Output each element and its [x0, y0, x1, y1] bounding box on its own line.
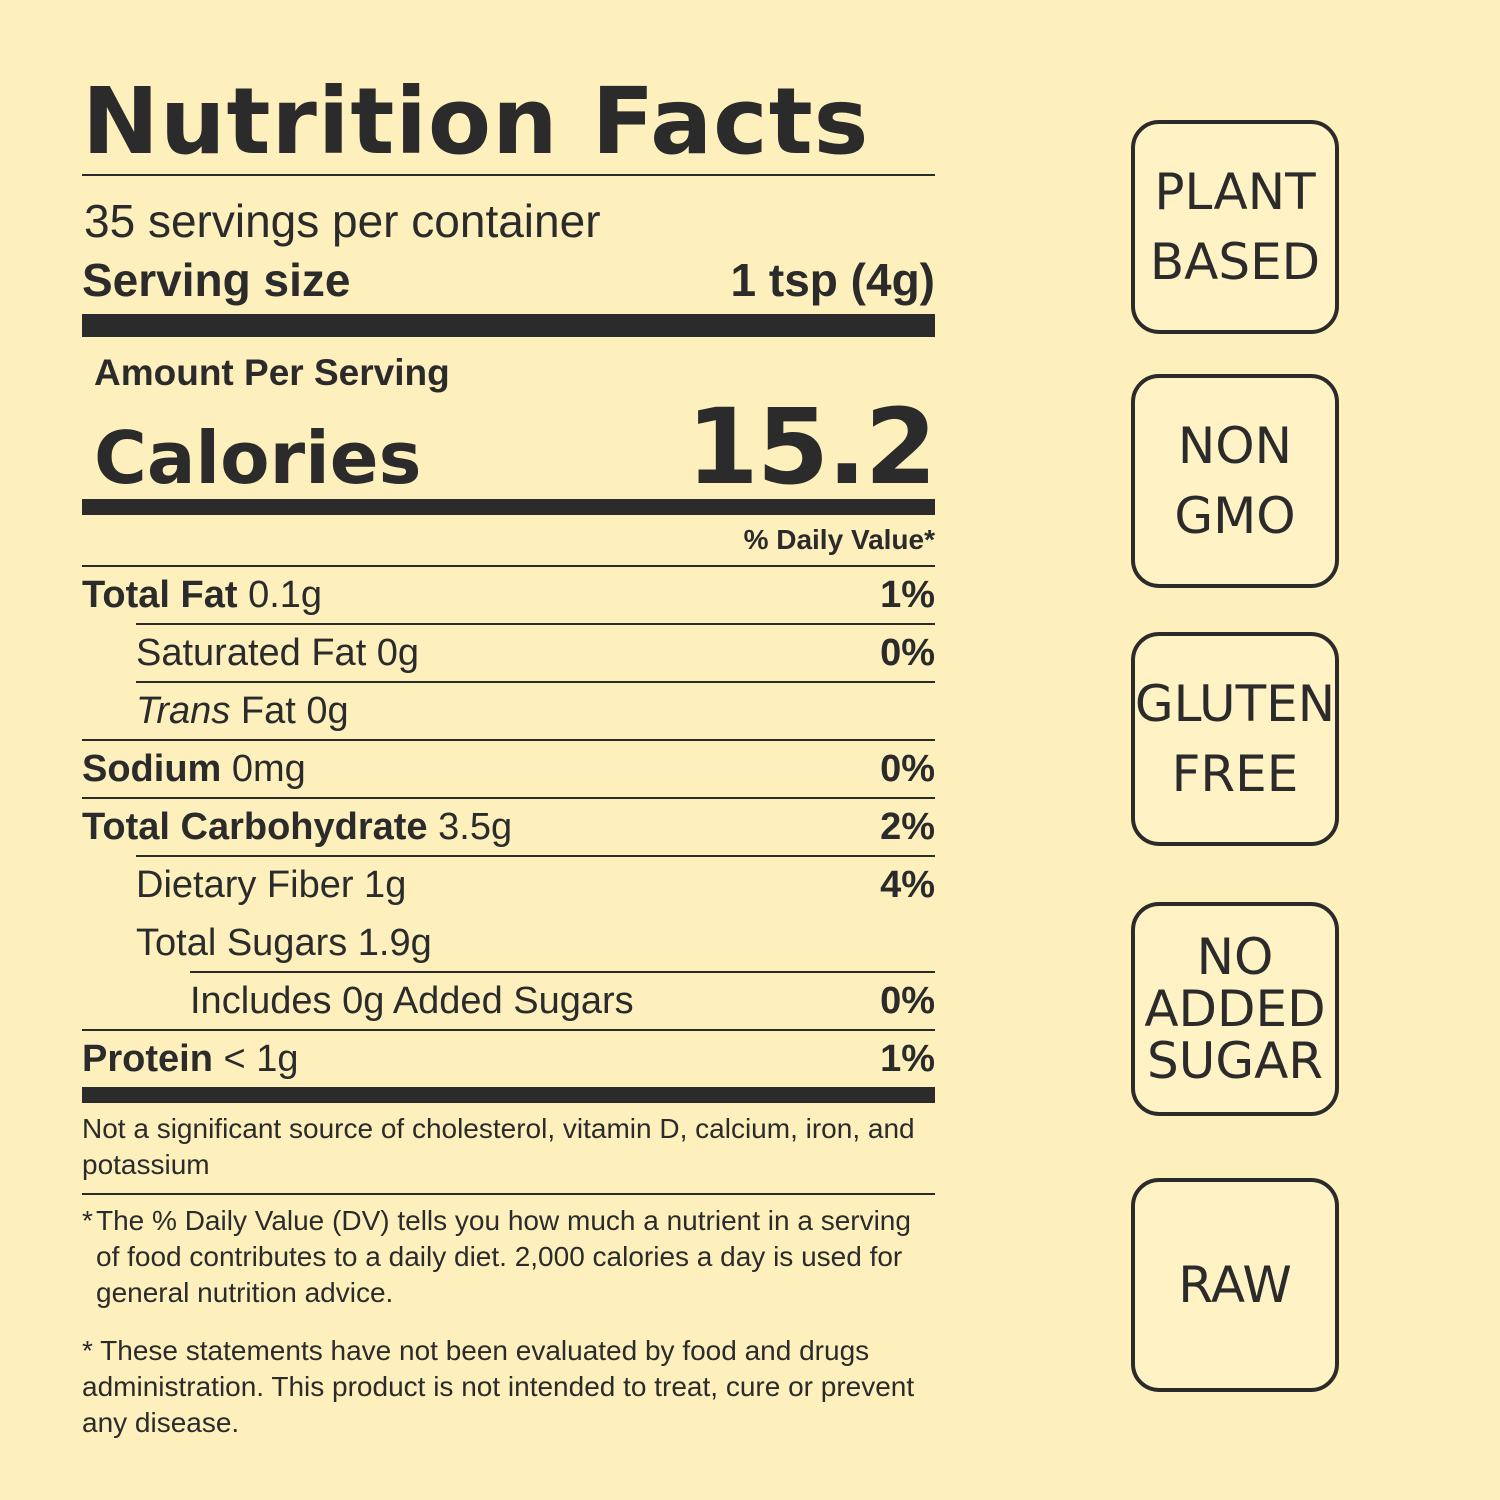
nutrition-facts-panel: Nutrition Facts 35 servings per containe… [82, 68, 937, 1441]
nutrient-name: Total Fat [82, 573, 238, 616]
badge-gluten-free: GLUTEN FREE [1131, 632, 1339, 846]
nutrient-dv: 4% [880, 863, 935, 906]
nutrition-facts-title: Nutrition Facts [82, 68, 870, 175]
serving-size-row: Serving size 1 tsp (4g) [82, 250, 935, 310]
not-significant-note: Not a significant source of cholesterol,… [82, 1113, 915, 1180]
footnote-text: The % Daily Value (DV) tells you how muc… [96, 1205, 911, 1308]
badge-line: PLANT [1154, 163, 1316, 221]
nutrient-row-total-sugars: Total Sugars 1.9g [136, 913, 935, 971]
nutrient-amount: < 1g [223, 1037, 299, 1080]
badge-line: GLUTEN [1134, 675, 1336, 733]
fda-disclaimer: * These statements have not been evaluat… [82, 1335, 915, 1438]
nutrient-amount: 0mg [231, 747, 306, 790]
nutrient-dv: 0% [880, 979, 935, 1022]
daily-value-header: % Daily Value* [743, 524, 935, 555]
thick-divider [82, 314, 935, 337]
nutrient-amount: Fat 0g [240, 689, 349, 732]
calories-row: Calories 15.2 [82, 386, 937, 508]
badge-raw: RAW [1131, 1178, 1339, 1392]
badge-line: RAW [1178, 1256, 1292, 1314]
calories-value: 15.2 [686, 386, 937, 508]
nutrient-row-saturated-fat: Saturated Fat 0g 0% [136, 623, 935, 681]
medium-divider [82, 1087, 935, 1103]
nutrient-name: Total Carbohydrate [82, 805, 428, 848]
divider [82, 174, 935, 176]
divider [82, 1193, 935, 1195]
badge-line: FREE [1171, 745, 1299, 803]
nutrient-dv: 2% [880, 805, 935, 848]
nutrient-row-protein: Protein < 1g 1% [82, 1029, 935, 1087]
nutrient-dv: 0% [880, 631, 935, 674]
footnote-star: * [82, 1205, 93, 1236]
nutrient-amount: 3.5g [438, 805, 513, 848]
nutrient-name: Includes 0g Added Sugars [190, 979, 634, 1022]
nutrient-amount: 0.1g [248, 573, 323, 616]
amount-per-serving: Amount Per Serving [94, 352, 450, 393]
badge-line: BASED [1149, 233, 1321, 291]
nutrient-name: Sodium [82, 747, 222, 790]
nutrient-row-total-fat: Total Fat 0.1g 1% [82, 565, 935, 623]
nutrient-dv: 1% [880, 1037, 935, 1080]
badge-line: SUGAR [1146, 1032, 1324, 1090]
nutrient-name: Total Sugars 1.9g [136, 921, 432, 964]
calories-label: Calories [94, 416, 422, 500]
nutrient-row-sodium: Sodium 0mg 0% [82, 739, 935, 797]
nutrient-row-dietary-fiber: Dietary Fiber 1g 4% [136, 855, 935, 913]
nutrient-row-added-sugars: Includes 0g Added Sugars 0% [190, 971, 935, 1029]
nutrient-name: Saturated Fat 0g [136, 631, 420, 674]
nutrient-name: Dietary Fiber 1g [136, 863, 407, 906]
badge-line: GMO [1174, 487, 1296, 545]
badge-plant-based: PLANT BASED [1131, 120, 1339, 334]
nutrient-name: Protein [82, 1037, 213, 1080]
serving-size-value: 1 tsp (4g) [730, 254, 935, 306]
servings-per-container: 35 servings per container [84, 195, 601, 247]
serving-size-label: Serving size [82, 254, 351, 306]
nutrient-dv: 1% [880, 573, 935, 616]
badge-no-added-sugar: NO ADDED SUGAR [1131, 902, 1339, 1116]
badge-non-gmo: NON GMO [1131, 374, 1339, 588]
nutrient-row-trans-fat: Trans Fat 0g [136, 681, 935, 739]
badge-line: NON [1177, 417, 1293, 475]
nutrient-dv: 0% [880, 747, 935, 790]
badge-line: ADDED [1144, 980, 1326, 1038]
badge-line: NO [1196, 928, 1274, 986]
nutrient-row-total-carbohydrate: Total Carbohydrate 3.5g 2% [82, 797, 935, 855]
daily-value-footnote: * The % Daily Value (DV) tells you how m… [82, 1195, 935, 1311]
medium-divider [82, 499, 935, 515]
nutrient-name: Trans [136, 689, 231, 732]
